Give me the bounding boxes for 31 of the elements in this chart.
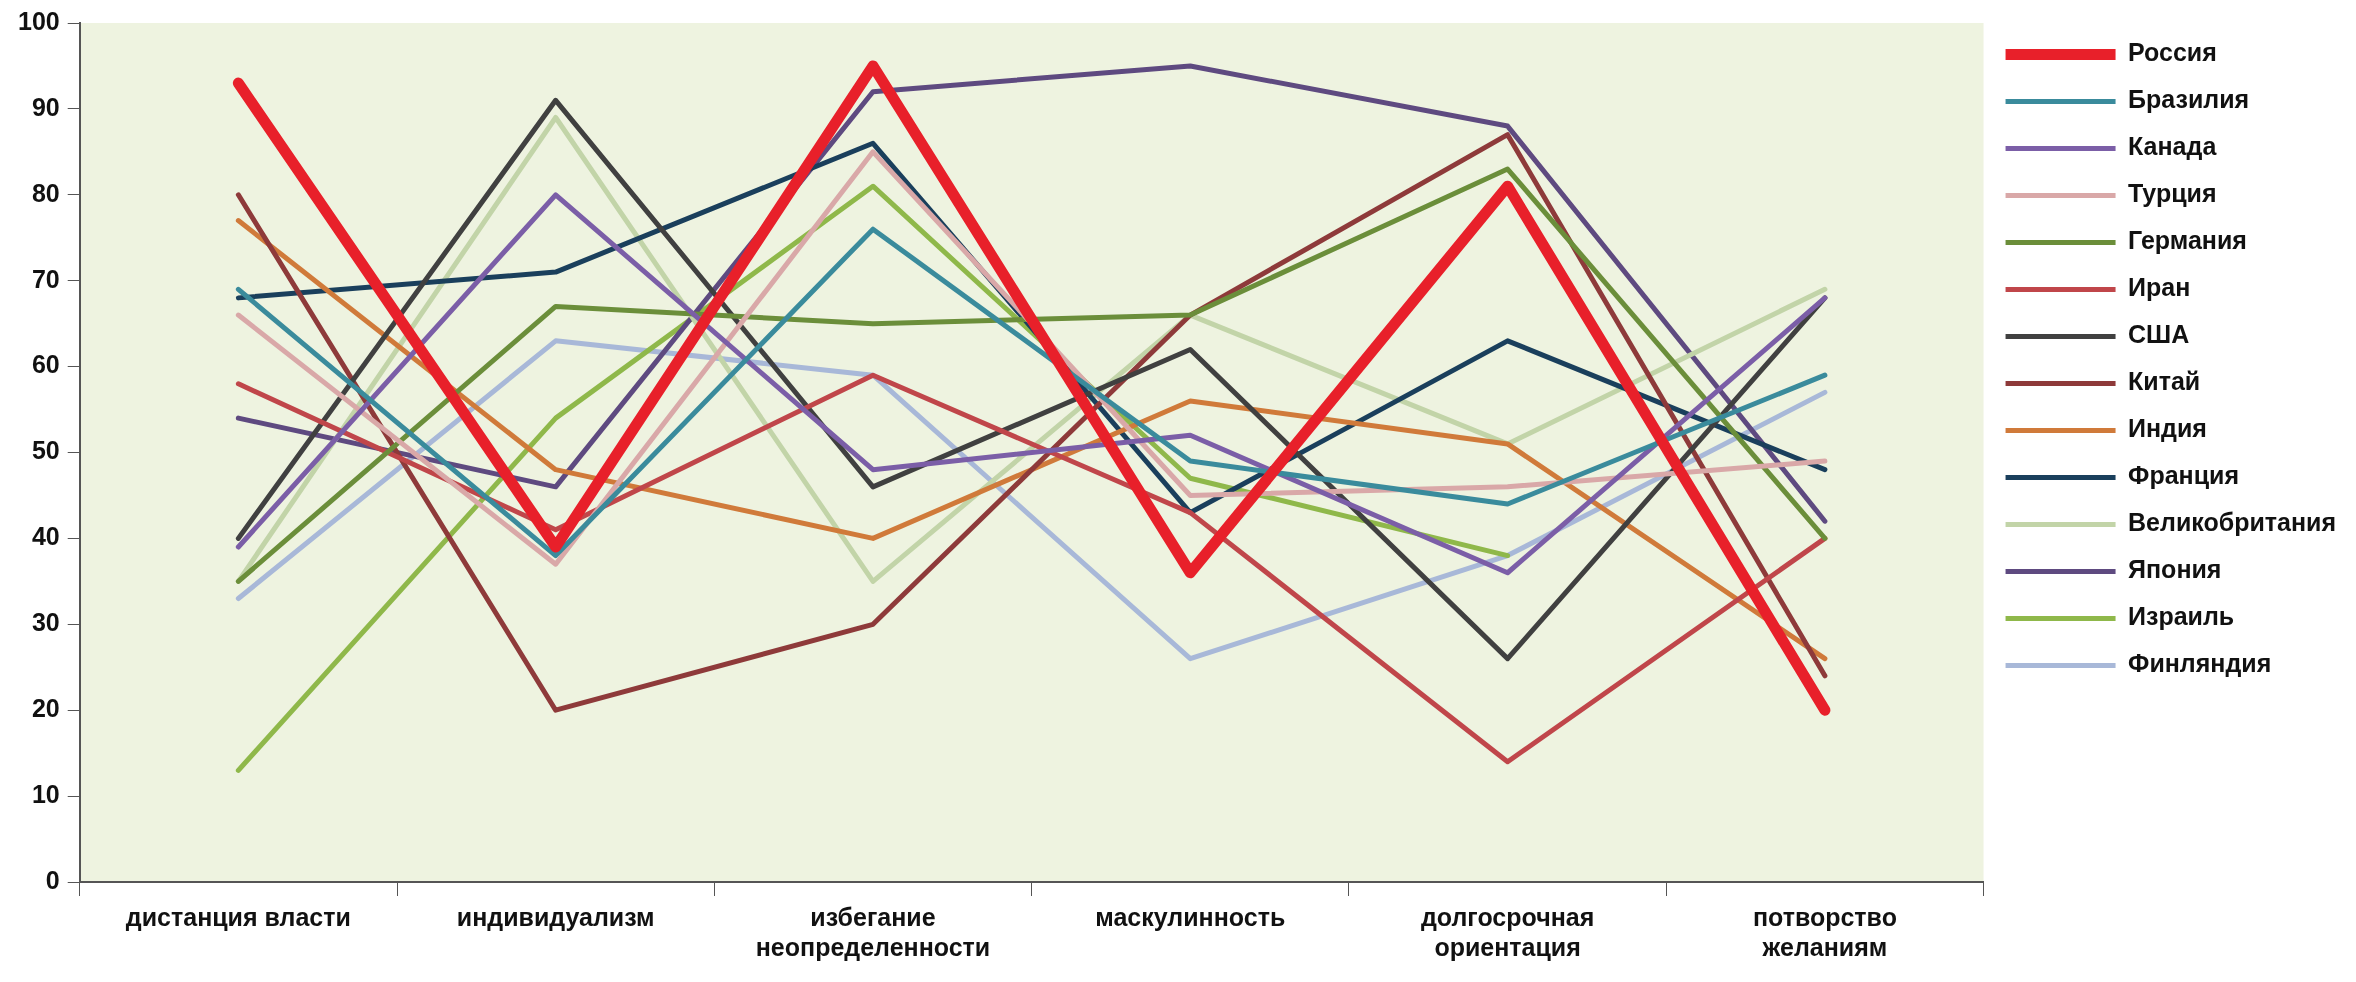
- legend-label: Израиль: [2128, 602, 2235, 631]
- legend-label: Франция: [2128, 461, 2239, 490]
- y-tick-label: 30: [31, 608, 60, 637]
- y-tick-label: 60: [31, 350, 60, 379]
- x-tick-label: маскулинность: [1095, 902, 1286, 931]
- legend-label: Германия: [2128, 226, 2247, 255]
- x-tick-label: долгосрочная ориентация: [1420, 902, 1595, 961]
- y-tick-label: 70: [31, 264, 60, 293]
- legend-label: Япония: [2128, 555, 2222, 584]
- legend-label: Китай: [2128, 367, 2201, 396]
- legend-label: Бразилия: [2128, 85, 2250, 114]
- x-tick-label: дистанция власти: [125, 902, 351, 931]
- y-tick-label: 80: [31, 178, 60, 207]
- y-tick-label: 0: [45, 865, 60, 894]
- y-tick-label: 90: [31, 92, 60, 121]
- y-tick-label: 10: [31, 779, 60, 808]
- legend-label: США: [2128, 320, 2190, 349]
- x-tick-label: индивидуализм: [456, 902, 655, 931]
- legend-label: Иран: [2128, 273, 2191, 302]
- legend-label: Турция: [2128, 179, 2217, 208]
- legend-label: Финляндия: [2128, 649, 2272, 678]
- legend-label: Великобритания: [2128, 508, 2337, 537]
- y-tick-label: 40: [31, 522, 60, 551]
- x-tick-label: избегание неопределенности: [755, 902, 991, 961]
- legend-label: Россия: [2128, 38, 2217, 67]
- y-tick-label: 50: [31, 436, 60, 465]
- legend-label: Канада: [2128, 132, 2218, 161]
- y-tick-label: 20: [31, 694, 60, 723]
- legend-label: Индия: [2128, 414, 2207, 443]
- x-tick-label: потворство желаниям: [1752, 902, 1897, 961]
- y-tick-label: 100: [17, 6, 60, 35]
